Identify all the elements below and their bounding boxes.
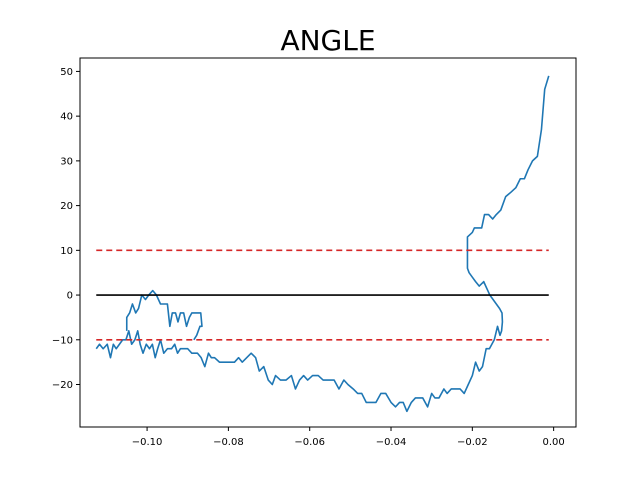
y-tick-label: 0	[67, 291, 73, 302]
y-tick-label: −20	[52, 380, 73, 391]
x-tick-label: −0.02	[457, 437, 488, 448]
y-tick-label: 10	[60, 246, 73, 257]
x-tick-label: 0.00	[543, 437, 565, 448]
y-tick-label: −10	[52, 335, 73, 346]
y-tick-label: 20	[60, 201, 73, 212]
y-tick-label: 40	[60, 112, 73, 123]
x-tick-label: −0.08	[213, 437, 244, 448]
x-tick-label: −0.06	[294, 437, 325, 448]
x-axis: −0.10 −0.08 −0.06 −0.04 −0.02 0.00	[132, 427, 565, 448]
chart-title: ANGLE	[280, 24, 375, 57]
y-tick-label: 30	[60, 156, 73, 167]
y-tick-label: 50	[60, 67, 73, 78]
x-tick-label: −0.04	[376, 437, 407, 448]
x-tick-label: −0.10	[132, 437, 163, 448]
series-line-1	[125, 289, 203, 341]
axes-frame	[79, 57, 577, 428]
plot-area	[95, 75, 550, 413]
series-line-0	[95, 75, 550, 413]
y-axis: −20 −10 0 10 20 30 40 50	[52, 67, 80, 391]
